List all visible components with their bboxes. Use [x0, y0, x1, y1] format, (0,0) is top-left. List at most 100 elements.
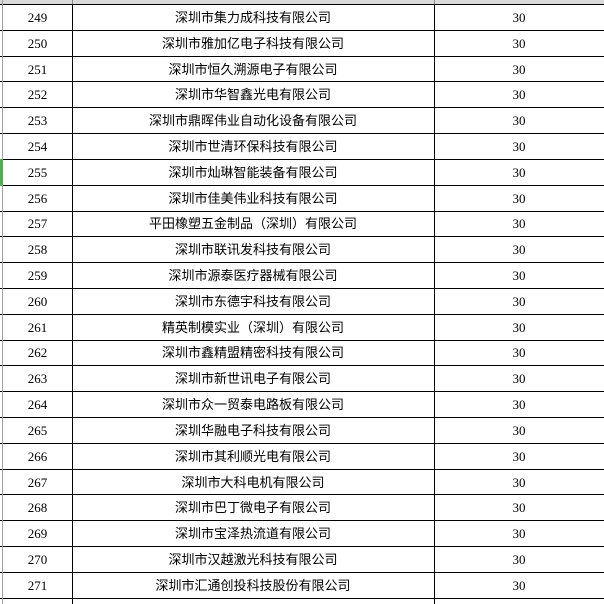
row-number-cell[interactable]: 259 [27, 268, 48, 284]
company-name-cell[interactable]: 深圳市鑫精盟精密科技有限公司 [161, 345, 344, 361]
value-cell[interactable]: 30 [512, 448, 526, 464]
row-number-cell[interactable]: 267 [27, 474, 48, 490]
company-name-cell[interactable]: 深圳市华智鑫光电有限公司 [174, 87, 331, 103]
row-number-cell[interactable]: 254 [27, 138, 48, 154]
company-name-cell[interactable]: 深圳市大科电机有限公司 [181, 474, 325, 490]
table-row: 271 深圳市汇通创投科技股份有限公司 30 [0, 573, 604, 599]
value-cell[interactable]: 30 [512, 577, 526, 593]
row-number-cell[interactable]: 270 [27, 551, 48, 567]
table-row: 264 深圳市众一贸泰电路板有限公司 30 [0, 392, 604, 418]
value-cell[interactable]: 30 [512, 61, 526, 77]
value-cell[interactable]: 30 [512, 164, 526, 180]
value-cell[interactable]: 30 [512, 345, 526, 361]
company-name-cell[interactable]: 深圳市汉越激光科技有限公司 [168, 551, 338, 567]
row-number-cell[interactable]: 271 [27, 577, 48, 593]
table-row: 267 深圳市大科电机有限公司 30 [0, 470, 604, 496]
row-number-cell[interactable]: 260 [27, 293, 48, 309]
value-cell[interactable]: 30 [512, 35, 526, 51]
company-name-cell[interactable]: 深圳市汇通创投科技股份有限公司 [155, 577, 351, 593]
table-row: 255 深圳市灿琳智能装备有限公司 30 [0, 160, 604, 186]
table-row: 263 深圳市新世讯电子有限公司 30 [0, 366, 604, 393]
row-number-cell[interactable]: 257 [27, 216, 48, 232]
row-number-cell[interactable]: 261 [27, 319, 48, 335]
value-cell[interactable]: 30 [512, 113, 526, 129]
value-cell[interactable]: 30 [512, 190, 526, 206]
row-number-cell[interactable]: 265 [27, 422, 48, 438]
row-highlight-marker [0, 158, 3, 186]
table-row: 269 深圳市宝泽热流道有限公司 30 [0, 521, 604, 548]
row-number-cell[interactable]: 262 [27, 345, 48, 361]
value-cell[interactable]: 30 [512, 268, 526, 284]
company-name-cell[interactable]: 深圳市灿琳智能装备有限公司 [168, 164, 338, 180]
table-row: 270 深圳市汉越激光科技有限公司 30 [0, 547, 604, 573]
table-row: 260 深圳市东德宇科技有限公司 30 [0, 289, 604, 315]
company-name-cell[interactable]: 深圳华融电子科技有限公司 [174, 422, 331, 438]
table-row: 262 深圳市鑫精盟精密科技有限公司 30 [0, 341, 604, 367]
table-row: 261 精英制模实业（深圳）有限公司 30 [0, 315, 604, 341]
company-name-cell[interactable]: 深圳市其利顺光电有限公司 [174, 448, 331, 464]
company-name-cell[interactable]: 深圳市新世讯电子有限公司 [174, 371, 331, 387]
value-cell[interactable]: 30 [512, 242, 526, 258]
table-row: 256 深圳市佳美伟业科技有限公司 30 [0, 186, 604, 212]
company-name-cell[interactable]: 深圳市东德宇科技有限公司 [174, 293, 331, 309]
table-row: 257 平田橡塑五金制品（深圳）有限公司 30 [0, 212, 604, 238]
row-number-cell[interactable]: 263 [27, 371, 48, 387]
table-row: 258 深圳市联讯发科技有限公司 30 [0, 237, 604, 264]
table-row: 254 深圳市世清环保科技有限公司 30 [0, 134, 604, 160]
row-number-cell[interactable]: 249 [27, 9, 48, 25]
value-cell[interactable]: 30 [512, 526, 526, 542]
row-number-cell[interactable]: 266 [27, 448, 48, 464]
company-name-cell[interactable]: 深圳市雅加亿电子科技有限公司 [161, 35, 344, 51]
value-cell[interactable]: 30 [512, 397, 526, 413]
row-number-cell[interactable]: 269 [27, 526, 48, 542]
row-number-cell[interactable]: 253 [27, 113, 48, 129]
row-number-cell[interactable]: 256 [27, 190, 48, 206]
left-edge-gridline [2, 0, 3, 604]
value-cell[interactable]: 30 [512, 500, 526, 516]
row-number-cell[interactable]: 268 [27, 500, 48, 516]
column-divider [434, 4, 435, 604]
table-row: 251 深圳市恒久溯源电子有限公司 30 [0, 57, 604, 83]
company-name-cell[interactable]: 深圳市集力成科技有限公司 [174, 9, 331, 25]
table-row: 265 深圳华融电子科技有限公司 30 [0, 418, 604, 444]
company-name-cell[interactable]: 深圳市世清环保科技有限公司 [168, 138, 338, 154]
table-row: 249 深圳市集力成科技有限公司 30 [0, 5, 604, 31]
value-cell[interactable]: 30 [512, 138, 526, 154]
gridline-stub [72, 0, 73, 4]
column-divider [72, 4, 73, 604]
value-cell[interactable]: 30 [512, 474, 526, 490]
table-row: 250 深圳市雅加亿电子科技有限公司 30 [0, 31, 604, 57]
row-number-cell[interactable]: 255 [27, 164, 48, 180]
company-name-cell[interactable]: 深圳市鼎晖伟业自动化设备有限公司 [148, 113, 357, 129]
value-cell[interactable]: 30 [512, 371, 526, 387]
value-cell[interactable]: 30 [512, 216, 526, 232]
company-name-cell[interactable]: 平田橡塑五金制品（深圳）有限公司 [148, 216, 357, 232]
value-cell[interactable]: 30 [512, 293, 526, 309]
row-number-cell[interactable]: 264 [27, 397, 48, 413]
company-name-cell[interactable]: 精英制模实业（深圳）有限公司 [161, 319, 344, 335]
company-name-cell[interactable]: 深圳市恒久溯源电子有限公司 [168, 61, 338, 77]
table-row: 252 深圳市华智鑫光电有限公司 30 [0, 82, 604, 109]
row-number-cell[interactable]: 250 [27, 35, 48, 51]
value-cell[interactable]: 30 [512, 9, 526, 25]
value-cell[interactable]: 30 [512, 87, 526, 103]
value-cell[interactable]: 30 [512, 422, 526, 438]
row-number-cell[interactable]: 251 [27, 61, 48, 77]
company-name-cell[interactable]: 深圳市巴丁微电子有限公司 [174, 500, 331, 516]
table-row: 259 深圳市源泰医疗器械有限公司 30 [0, 263, 604, 289]
company-name-cell[interactable]: 深圳市宝泽热流道有限公司 [174, 526, 331, 542]
gridline-stub [434, 0, 435, 4]
company-name-cell[interactable]: 深圳市众一贸泰电路板有限公司 [161, 397, 344, 413]
table-body: 249 深圳市集力成科技有限公司 30 250 深圳市雅加亿电子科技有限公司 3… [0, 4, 604, 599]
company-name-cell[interactable]: 深圳市联讯发科技有限公司 [174, 242, 331, 258]
company-name-cell[interactable]: 深圳市源泰医疗器械有限公司 [168, 268, 338, 284]
top-partial-row [0, 0, 604, 4]
value-cell[interactable]: 30 [512, 551, 526, 567]
row-number-cell[interactable]: 258 [27, 242, 48, 258]
row-number-cell[interactable]: 252 [27, 87, 48, 103]
table-row: 253 深圳市鼎晖伟业自动化设备有限公司 30 [0, 108, 604, 135]
company-name-cell[interactable]: 深圳市佳美伟业科技有限公司 [168, 190, 338, 206]
value-cell[interactable]: 30 [512, 319, 526, 335]
table-row: 266 深圳市其利顺光电有限公司 30 [0, 444, 604, 470]
